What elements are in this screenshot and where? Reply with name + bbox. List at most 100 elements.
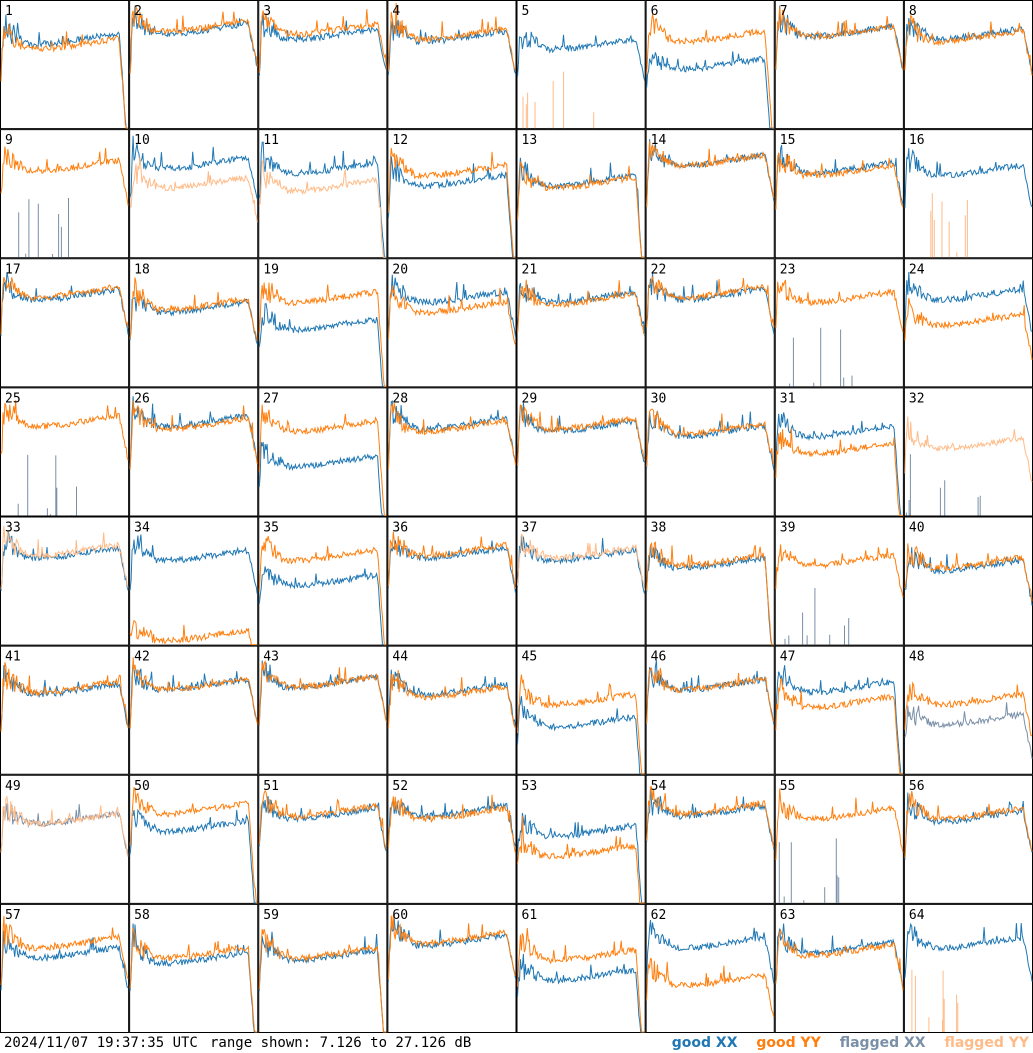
- panel-frame: [903, 258, 1033, 388]
- panel-label: 18: [134, 262, 150, 277]
- panel-label: 45: [522, 650, 538, 665]
- panel-frame: [516, 0, 646, 130]
- panel-frame: [387, 516, 517, 646]
- series-xx-47: [775, 665, 903, 775]
- panel-59: 59: [258, 903, 388, 1033]
- panel-frame: [0, 645, 130, 775]
- series-xx-12: [387, 156, 516, 258]
- legend-good-xx: good XX: [671, 1035, 738, 1051]
- panel-label: 13: [522, 133, 538, 148]
- panel-label: 56: [909, 779, 925, 794]
- series-yy-12: [387, 148, 516, 258]
- panel-label: 22: [651, 262, 667, 277]
- panel-1: 1: [0, 0, 130, 130]
- panel-29: 29: [516, 387, 646, 517]
- panel-frame: [774, 903, 904, 1033]
- series-yy-49: [0, 794, 129, 855]
- panel-9: 9: [0, 129, 130, 259]
- panel-label: 11: [263, 133, 279, 148]
- series-xx-5: [517, 31, 646, 81]
- panel-label: 40: [909, 521, 925, 536]
- series-yy-29: [517, 404, 646, 467]
- series-xx-16: [904, 148, 1033, 209]
- panel-label: 41: [5, 650, 21, 665]
- panel-label: 54: [651, 779, 667, 794]
- panel-50: 50: [129, 774, 259, 904]
- panel-frame: [645, 903, 775, 1033]
- panel-label: 55: [780, 779, 796, 794]
- panel-label: 64: [909, 908, 925, 923]
- panel-frame: [129, 645, 259, 775]
- series-xx-35: [258, 566, 387, 646]
- panel-27: 27: [258, 387, 388, 517]
- panel-label: 47: [780, 650, 796, 665]
- panel-label: 31: [780, 391, 796, 406]
- series-yy-8: [904, 14, 1033, 76]
- series-yy-23: [775, 279, 904, 333]
- series-yy-60: [387, 914, 516, 980]
- panel-42: 42: [129, 645, 259, 775]
- series-xx-64: [904, 922, 1033, 982]
- series-yy-63: [775, 928, 904, 991]
- panel-label: 50: [134, 779, 150, 794]
- series-xx-9: [18, 198, 69, 258]
- panel-24: 24: [903, 258, 1033, 388]
- series-yy-17: [0, 277, 129, 335]
- panel-38: 38: [645, 516, 775, 646]
- series-xx-11: [258, 141, 387, 258]
- panel-39: 39: [774, 516, 904, 646]
- panel-frame: [387, 0, 517, 130]
- panel-label: 36: [392, 521, 408, 536]
- series-yy-46: [646, 667, 775, 724]
- series-xx-33: [0, 530, 129, 591]
- panel-label: 44: [392, 650, 408, 665]
- panel-label: 10: [134, 133, 150, 148]
- series-xx-34: [129, 534, 258, 595]
- series-xx-53: [517, 812, 645, 904]
- panel-frame: [516, 258, 646, 388]
- panel-frame: [516, 645, 646, 775]
- panel-frame: [0, 903, 130, 1033]
- panel-8: 8: [903, 0, 1033, 130]
- panel-frame: [258, 645, 388, 775]
- timestamp: 2024/11/07 19:37:35 UTC: [4, 1035, 198, 1051]
- panel-frame: [129, 129, 259, 259]
- panel-60: 60: [387, 903, 517, 1033]
- series-xx-41: [0, 665, 129, 730]
- panel-22: 22: [645, 258, 775, 388]
- panel-48: 48: [903, 645, 1033, 775]
- panel-label: 23: [780, 262, 796, 277]
- panel-11: 11: [258, 129, 388, 259]
- panel-17: 17: [0, 258, 130, 388]
- panel-30: 30: [645, 387, 775, 517]
- panel-frame: [903, 903, 1033, 1033]
- series-xx-32: [905, 454, 981, 516]
- panel-58: 58: [129, 903, 259, 1033]
- series-yy-16: [930, 193, 968, 258]
- panel-label: 15: [780, 133, 796, 148]
- panel-frame: [774, 774, 904, 904]
- series-yy-26: [129, 400, 258, 470]
- series-yy-9: [0, 146, 129, 206]
- panel-frame: [903, 387, 1033, 517]
- panel-frame: [387, 387, 517, 517]
- series-yy-2: [129, 5, 258, 74]
- panel-3: 3: [258, 0, 388, 130]
- panel-label: 58: [134, 908, 150, 923]
- panel-label: 60: [392, 908, 408, 923]
- series-yy-7: [775, 6, 904, 70]
- panel-label: 1: [5, 4, 13, 19]
- series-xx-55: [778, 838, 840, 903]
- panel-frame: [516, 903, 646, 1033]
- series-yy-36: [387, 531, 516, 590]
- panel-frame: [516, 387, 646, 517]
- panel-14: 14: [645, 129, 775, 259]
- panel-18: 18: [129, 258, 259, 388]
- panel-frame: [129, 387, 259, 517]
- series-yy-38: [646, 541, 774, 646]
- series-xx-39: [784, 588, 850, 645]
- panel-label: 5: [522, 4, 530, 19]
- panel-label: 57: [5, 908, 21, 923]
- series-yy-5: [522, 71, 595, 129]
- panel-frame: [645, 258, 775, 388]
